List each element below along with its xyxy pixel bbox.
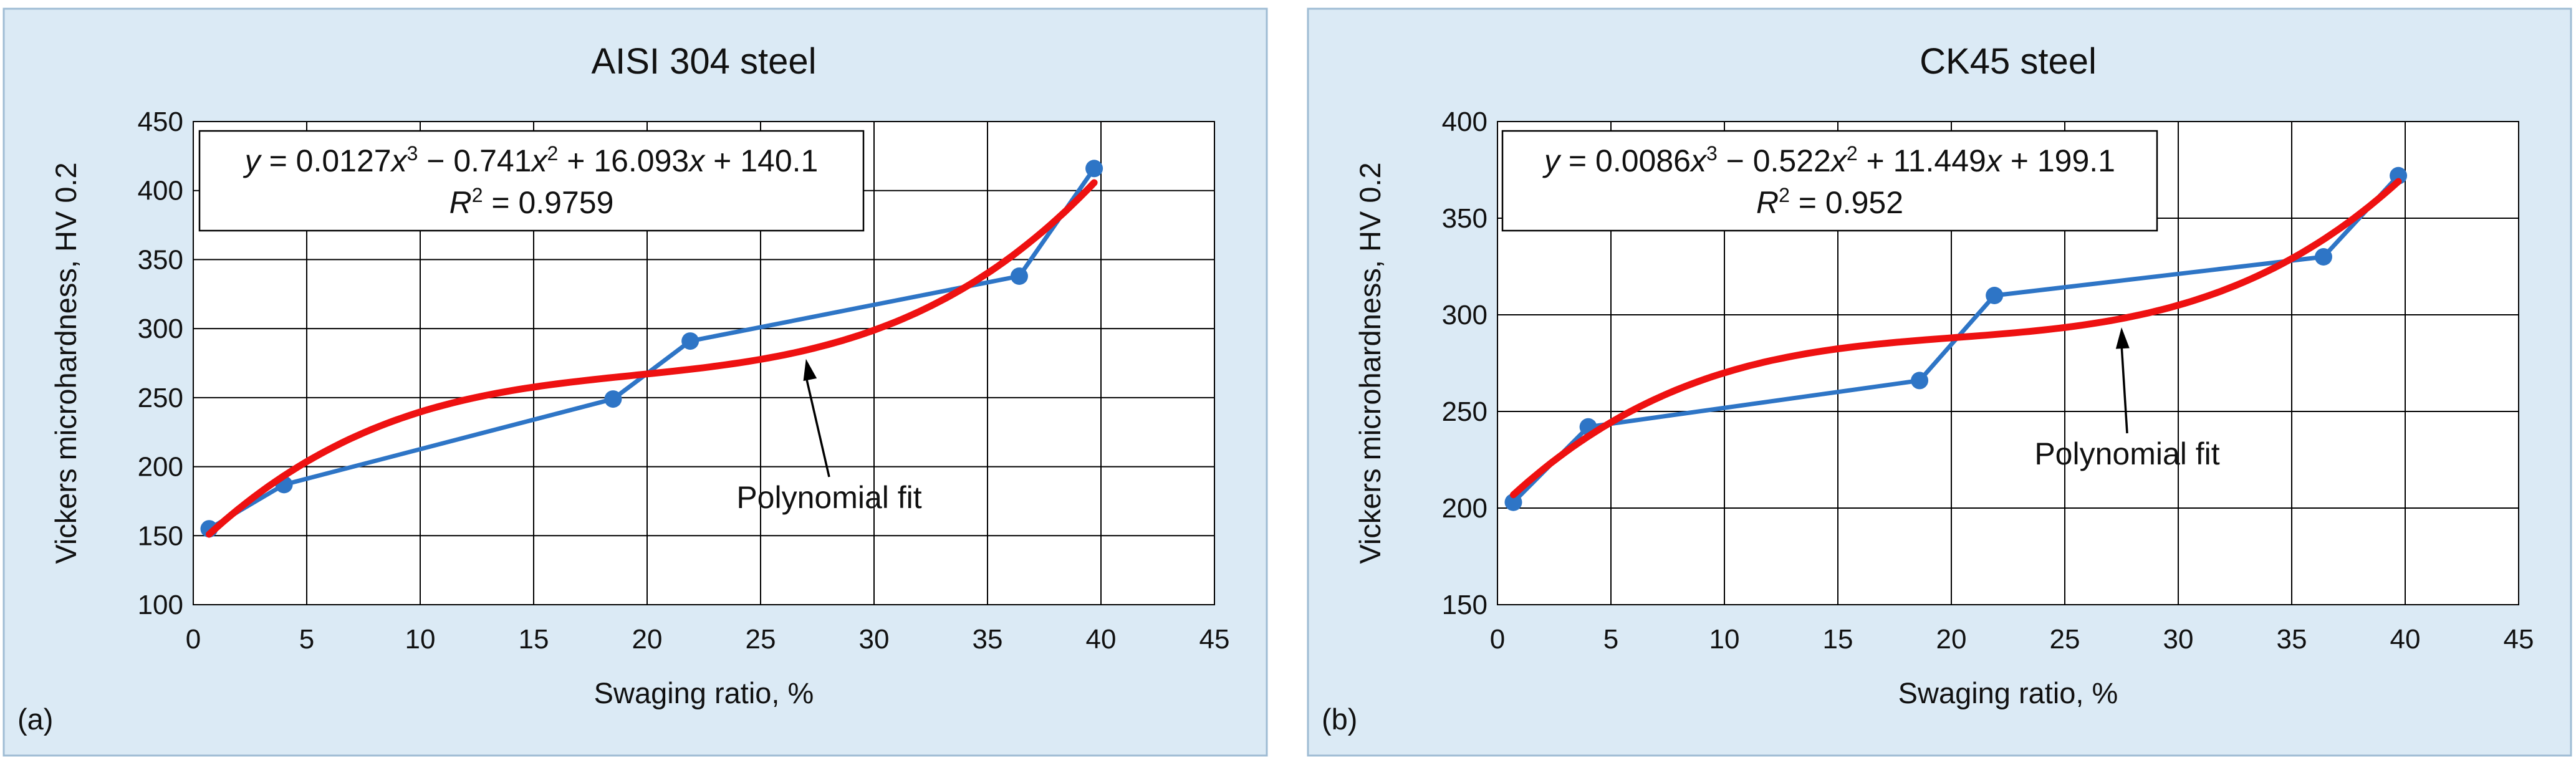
y-tick-label: 400 [138, 176, 183, 206]
x-tick-label: 35 [973, 624, 1003, 655]
x-tick-label: 5 [299, 624, 314, 655]
data-point [1911, 372, 1929, 390]
panel-label: (b) [1322, 703, 1357, 736]
x-tick-label: 40 [2390, 624, 2421, 655]
polynomial-fit-curve [206, 179, 1098, 538]
annotation-label: Polynomial fit [736, 480, 921, 515]
annotation-arrowhead [803, 358, 817, 382]
x-tick-label: 20 [632, 624, 663, 655]
x-tick-label: 15 [1823, 624, 1853, 655]
r-squared: R2 = 0.952 [1756, 184, 1903, 220]
fit-equation: y = 0.0127x3 − 0.741x2 + 16.093x + 140.1 [243, 142, 819, 178]
chart-title: CK45 steel [1920, 41, 2097, 82]
x-tick-label: 30 [859, 624, 890, 655]
data-point [1504, 493, 1522, 511]
panel-b: 0 5 10 15 20 25 30 35 40 45 150 200 250 300 350 400 CK45… [1307, 7, 2572, 757]
x-tick-label: 20 [1936, 624, 1967, 655]
data-point [681, 332, 699, 350]
y-tick-label: 300 [138, 314, 183, 344]
x-tick-label: 30 [2163, 624, 2194, 655]
data-series-line [208, 167, 1096, 531]
y-tick-label: 300 [1442, 300, 1487, 330]
annotation-arrowhead [2115, 327, 2130, 349]
data-point [2314, 248, 2332, 266]
annotation-label: Polynomial fit [2034, 436, 2219, 471]
y-tick-label: 350 [138, 244, 183, 275]
y-tick-label: 200 [1442, 493, 1487, 524]
x-axis-title: Swaging ratio, % [1898, 676, 2118, 709]
y-tick-label: 450 [138, 107, 183, 137]
chart-title: AISI 304 steel [591, 41, 816, 82]
data-point [1010, 267, 1028, 285]
x-axis-title: Swaging ratio, % [594, 676, 814, 709]
y-axis-title: Vickers microhardness, HV 0.2 [49, 162, 82, 564]
y-tick-label: 250 [138, 383, 183, 413]
r-squared: R2 = 0.9759 [449, 184, 614, 220]
y-tick-label: 250 [1442, 396, 1487, 427]
y-axis-title: Vickers microhardness, HV 0.2 [1353, 162, 1387, 564]
y-tick-label: 350 [1442, 203, 1487, 234]
fit-equation: y = 0.0086x3 − 0.522x2 + 11.449x + 199.1 [1542, 142, 2115, 178]
x-tick-label: 15 [519, 624, 549, 655]
equation-box [1501, 130, 2158, 232]
x-tick-label: 25 [746, 624, 776, 655]
panel-label: (a) [17, 703, 53, 736]
x-tick-label: 40 [1086, 624, 1117, 655]
y-tick-label: 400 [1442, 107, 1487, 137]
x-tick-label: 10 [1709, 624, 1740, 655]
data-point [604, 390, 622, 408]
data-point [1986, 287, 2004, 304]
x-tick-label: 0 [1490, 624, 1505, 655]
annotation-arrow-line [805, 376, 830, 478]
x-tick-label: 10 [405, 624, 436, 655]
panel-a: 0 5 10 15 20 25 30 35 40 45 100 150 200 250 300 350 400 4… [2, 7, 1268, 757]
data-point [2390, 166, 2408, 185]
x-tick-label: 45 [2504, 624, 2534, 655]
y-tick-label: 200 [138, 452, 183, 483]
data-point [1085, 160, 1103, 178]
y-tick-label: 100 [138, 590, 183, 620]
x-tick-label: 45 [1199, 624, 1230, 655]
x-tick-label: 5 [1603, 624, 1618, 655]
y-tick-label: 150 [1442, 590, 1487, 620]
x-tick-label: 0 [186, 624, 201, 655]
polynomial-fit-curve [1510, 178, 2402, 499]
x-tick-label: 35 [2277, 624, 2307, 655]
x-tick-label: 25 [2050, 624, 2080, 655]
equation-box [198, 130, 865, 232]
annotation-arrow-line [2120, 344, 2128, 434]
y-tick-label: 150 [138, 521, 183, 551]
